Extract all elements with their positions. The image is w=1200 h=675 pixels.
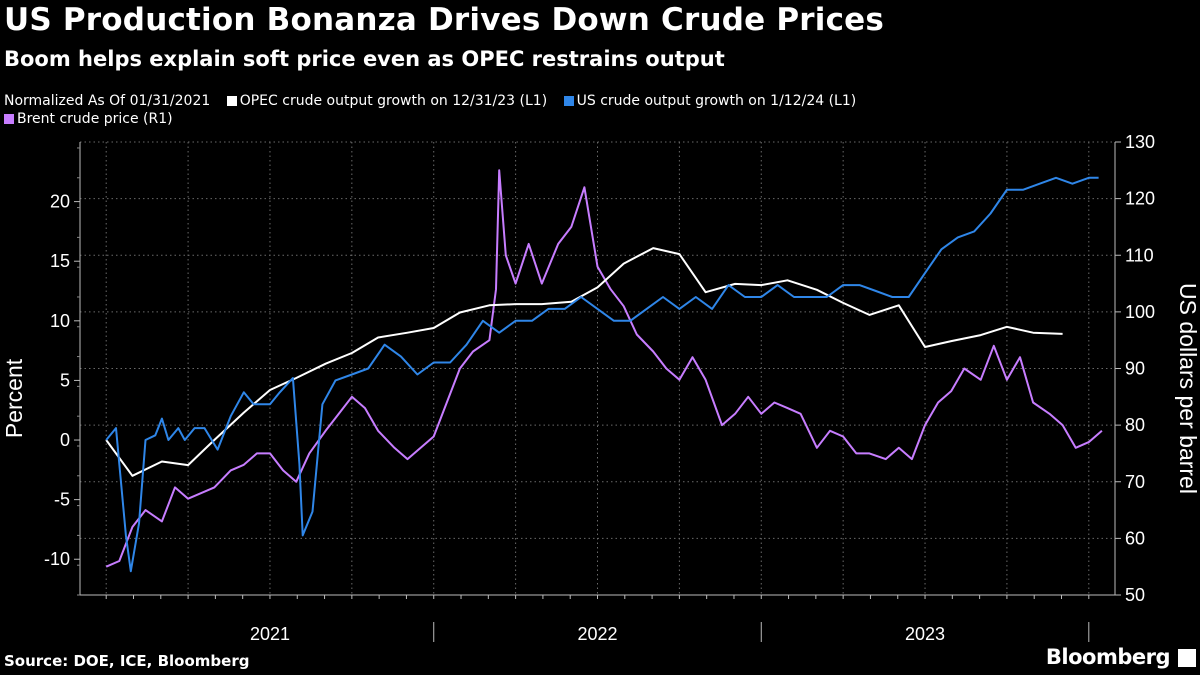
right-tick-label: 130 (1125, 132, 1155, 152)
right-tick-label: 60 (1125, 528, 1145, 548)
legend-swatch-us (563, 96, 574, 106)
legend-item-opec: OPEC crude output growth on 12/31/23 (L1… (226, 92, 548, 110)
right-tick-label: 80 (1125, 415, 1145, 435)
left-tick-label: 20 (50, 192, 70, 212)
year-label: 2023 (905, 624, 945, 644)
right-tick-label: 110 (1125, 245, 1154, 265)
right-tick-label: 70 (1125, 472, 1145, 492)
left-tick-label: -10 (44, 549, 70, 569)
axes (74, 141, 1121, 642)
series-lines (105, 169, 1103, 573)
legend-swatch-brent (4, 114, 14, 124)
bloomberg-logo: Bloomberg (1045, 645, 1171, 669)
left-axis-title: Percent (1, 358, 27, 438)
left-tick-label: 0 (60, 430, 70, 450)
right-tick-label: 100 (1125, 302, 1155, 322)
left-tick-label: -5 (54, 490, 70, 510)
chart-title: US Production Bonanza Drives Down Crude … (4, 2, 885, 38)
right-axis-title: US dollars per barrel (1175, 283, 1200, 494)
legend-item-brent: Brent crude price (R1) (4, 110, 173, 128)
left-tick-label: 5 (60, 370, 70, 390)
brent-price-line (105, 169, 1103, 568)
legend-label: Brent crude price (R1) (17, 111, 173, 127)
legend-label: OPEC crude output growth on 12/31/23 (L1… (239, 93, 548, 109)
left-tick-label: 10 (50, 311, 70, 331)
year-label: 2021 (250, 624, 290, 644)
legend-item-us: US crude output growth on 1/12/24 (L1) (563, 92, 857, 110)
legend-label: US crude output growth on 1/12/24 (L1) (576, 93, 857, 109)
legend: Normalized As Of 01/31/2021 OPEC crude o… (4, 92, 1104, 128)
us-output-line (105, 176, 1099, 573)
chart-subtitle: Boom helps explain soft price even as OP… (4, 47, 725, 71)
gridlines (80, 141, 1115, 596)
legend-swatch-opec (226, 96, 237, 106)
left-tick-label: 15 (50, 251, 70, 271)
right-tick-label: 50 (1125, 585, 1145, 605)
legend-item-normalized: Normalized As Of 01/31/2021 (4, 92, 210, 110)
opec-output-line (105, 247, 1063, 477)
source-note: Source: DOE, ICE, Bloomberg (4, 652, 250, 670)
right-tick-label: 120 (1125, 189, 1155, 209)
tick-labels: -10 -5 0 5 10 15 20 50 60 70 80 90 100 110 120 130 2021 2… (1, 132, 1200, 644)
right-tick-label: 90 (1125, 359, 1145, 379)
bloomberg-icon (1178, 649, 1196, 667)
year-label: 2022 (577, 624, 617, 644)
legend-label: Normalized As Of 01/31/2021 (4, 93, 211, 109)
